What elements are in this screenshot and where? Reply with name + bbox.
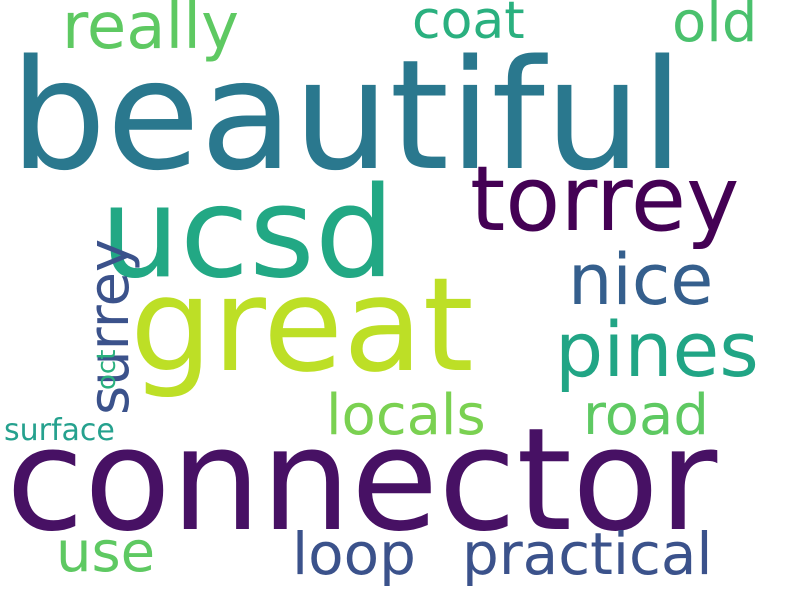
word-coat: coat	[412, 0, 525, 51]
word-torrey: torrey	[470, 147, 740, 252]
word-road: road	[583, 383, 709, 448]
word-old: old	[672, 0, 758, 55]
word-practical: practical	[462, 520, 713, 588]
word-nice: nice	[568, 239, 714, 321]
word-loop: loop	[292, 520, 416, 588]
word-pines: pines	[555, 305, 759, 394]
word-use: use	[56, 520, 156, 585]
word-locals: locals	[326, 383, 486, 448]
word-really: really	[62, 0, 239, 64]
word-connector: connector	[6, 398, 718, 563]
word-ucsd: ucsd	[100, 159, 395, 306]
word-oct: oct	[92, 349, 122, 390]
word-beautiful: beautiful	[10, 27, 684, 204]
word-great: great	[130, 249, 474, 401]
word-surface: surface	[4, 413, 115, 448]
